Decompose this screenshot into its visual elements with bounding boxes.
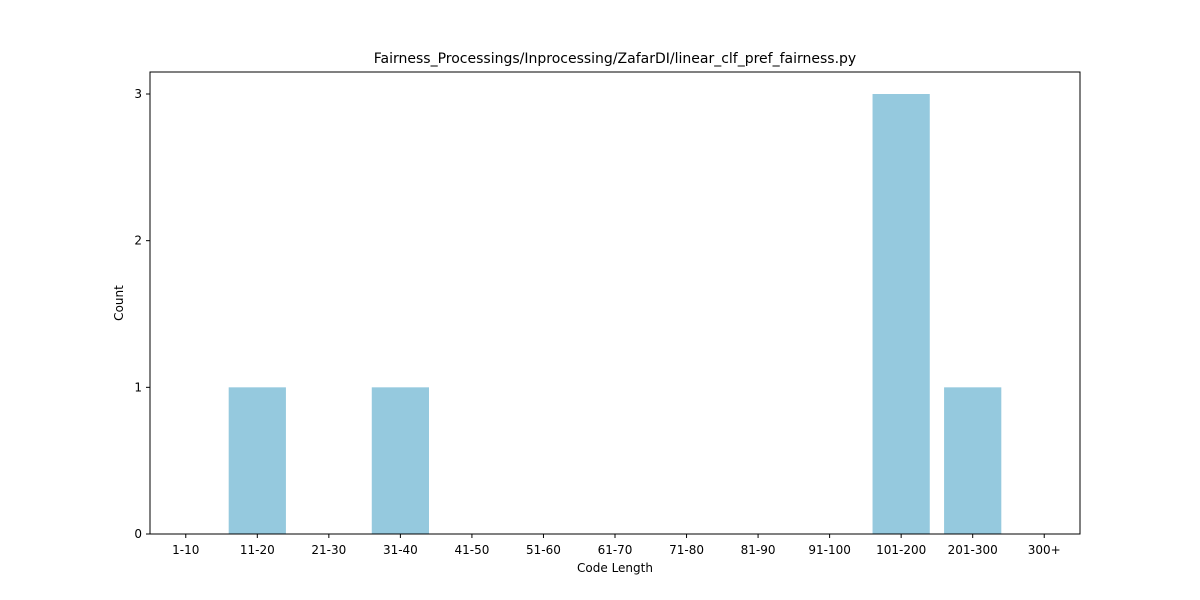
bar-101-200	[872, 94, 930, 534]
x-tick-label: 71-80	[669, 543, 704, 557]
x-tick-label: 101-200	[876, 543, 926, 557]
chart-title: Fairness_Processings/Inprocessing/ZafarD…	[374, 51, 856, 67]
x-tick-label: 61-70	[598, 543, 633, 557]
y-tick-label: 2	[134, 234, 142, 248]
y-axis-label: Count	[112, 285, 126, 321]
x-tick-label: 1-10	[172, 543, 199, 557]
plot-frame	[149, 71, 1081, 535]
x-tick-label: 300+	[1028, 543, 1061, 557]
x-axis-label: Code Length	[577, 561, 653, 575]
y-tick-label: 1	[134, 380, 142, 394]
x-tick-label: 21-30	[311, 543, 346, 557]
x-tick-label: 51-60	[526, 543, 561, 557]
bars-group	[228, 94, 1002, 534]
y-tick-label: 3	[134, 87, 142, 101]
y-axis: 0 1 2 3	[134, 87, 150, 541]
x-tick-label: 91-100	[808, 543, 851, 557]
x-tick-label: 31-40	[383, 543, 418, 557]
x-tick-label: 201-300	[948, 543, 998, 557]
x-tick-label: 11-20	[240, 543, 275, 557]
bar-201-300	[944, 387, 1002, 534]
x-tick-label: 81-90	[741, 543, 776, 557]
x-tick-label: 41-50	[454, 543, 489, 557]
y-tick-label: 0	[134, 527, 142, 541]
x-axis: 1-10 11-20 21-30 31-40 41-50 51-60 61-70 71-80 8…	[172, 534, 1061, 557]
bar-31-40	[371, 387, 429, 534]
bar-11-20	[228, 387, 286, 534]
